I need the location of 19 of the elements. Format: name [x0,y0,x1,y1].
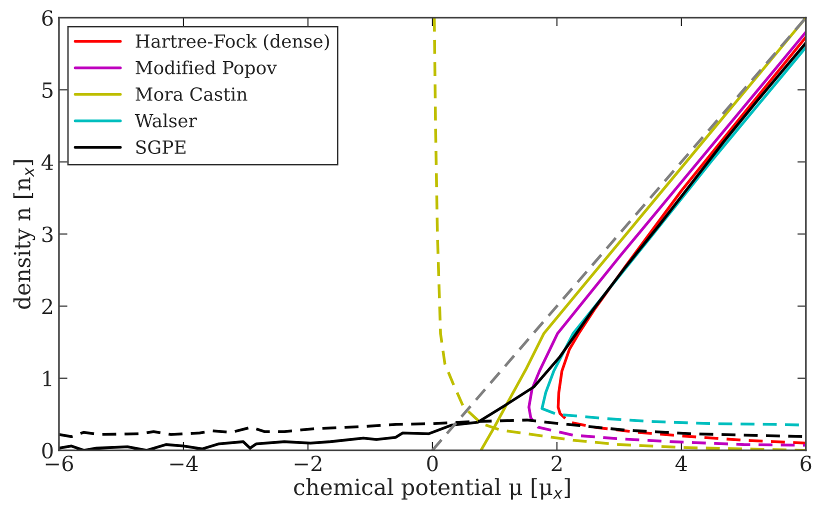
x-tick-label: 4 [675,456,687,472]
x-tick-label: −4 [170,456,198,472]
y-tick-label: 2 [42,298,52,314]
y-axis-title: density n [n$_{x}$] [13,160,36,309]
x-tick-label: 6 [800,456,812,472]
y-tick-label: 4 [41,154,54,170]
x-tick-label: 0 [427,456,438,472]
x-tick-label: −2 [294,456,322,472]
legend-label: SGPE [136,140,186,154]
y-tick-label: 1 [43,370,52,386]
legend-label: Mora Castin [136,87,248,101]
legend-label: Hartree-Fock (dense) [136,34,329,50]
y-tick-label: 6 [42,10,53,26]
legend-label: Walser [134,113,197,128]
y-tick-label: 5 [42,82,52,98]
legend-label: Modified Popov [136,60,277,78]
x-tick-label: 2 [552,456,562,472]
x-axis-title: chemical potential μ [μ$_{x}$] [294,478,570,500]
y-tick-label: 3 [42,226,53,242]
